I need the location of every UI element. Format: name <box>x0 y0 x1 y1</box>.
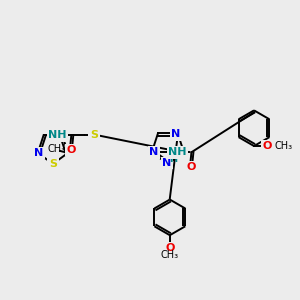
Text: N: N <box>34 148 44 158</box>
Text: CH₃: CH₃ <box>275 141 293 151</box>
Text: CH₃: CH₃ <box>47 144 65 154</box>
Text: O: O <box>187 162 196 172</box>
Text: O: O <box>67 145 76 155</box>
Text: O: O <box>262 141 272 151</box>
Text: S: S <box>49 159 57 169</box>
Text: NH: NH <box>168 147 187 157</box>
Text: NH: NH <box>48 130 67 140</box>
Text: O: O <box>165 243 175 253</box>
Text: N: N <box>57 130 66 140</box>
Text: H: H <box>169 154 177 164</box>
Text: S: S <box>90 130 98 140</box>
Text: N: N <box>149 147 158 157</box>
Text: N: N <box>162 158 172 168</box>
Text: N: N <box>171 129 180 140</box>
Text: CH₃: CH₃ <box>161 250 179 260</box>
